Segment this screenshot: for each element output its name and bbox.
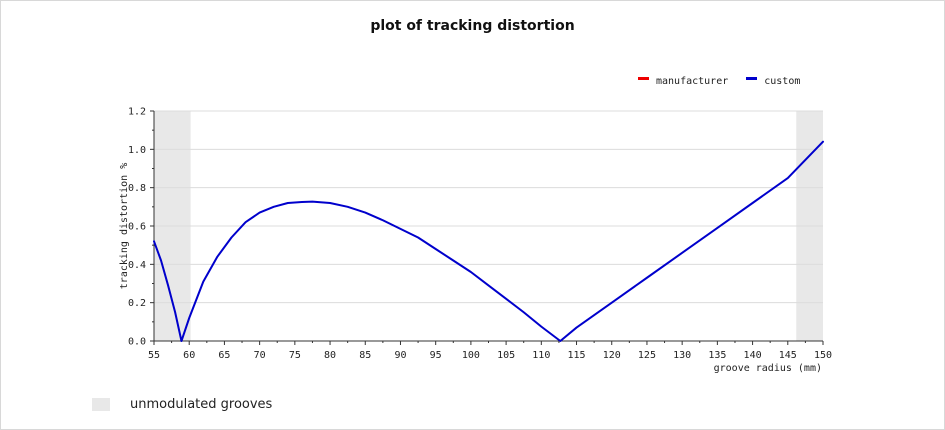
grid-lines [154,110,823,304]
y-axis-label: tracking distortion % [119,163,130,289]
x-tick-label: 60 [183,350,195,361]
x-tick-label: 80 [324,350,336,361]
legend-label-manufacturer: manufacturer [656,76,729,87]
x-tick-label: 135 [708,350,726,361]
legend-item-custom: custom [746,76,800,87]
series-line-custom [153,140,824,342]
y-tick-label: 0.8 [128,183,146,194]
x-tick-label: 145 [779,350,797,361]
x-tick-label: 140 [744,350,762,361]
legend-swatch-manufacturer [638,77,649,80]
footer-legend: unmodulated grooves [92,397,272,412]
y-tick-label: 0.2 [128,298,146,309]
x-tick-label: 70 [254,350,266,361]
x-tick-label: 100 [462,350,480,361]
legend: manufacturer custom [638,76,800,87]
x-tick-label: 150 [814,350,832,361]
unmodulated-swatch [92,398,110,411]
x-tick-label: 115 [567,350,585,361]
legend-item-manufacturer: manufacturer [638,76,728,87]
y-tick-label: 0.6 [128,222,146,233]
axes: 0.0 0.2 0.4 0.6 0.8 1.0 1.2 55 60 65 70 75 80 85 90 95 1… [128,107,832,362]
x-tick-label: 110 [532,350,550,361]
x-axis-label: groove radius (mm) [714,363,822,374]
x-tick-label: 65 [218,350,230,361]
y-tick-label: 1.0 [128,145,146,156]
chart-title: plot of tracking distortion [370,18,575,34]
x-tick-label: 130 [673,350,691,361]
legend-label-custom: custom [764,76,801,87]
x-tick-label: 125 [638,350,656,361]
unmodulated-label: unmodulated grooves [130,397,273,412]
y-tick-label: 0.0 [128,337,146,348]
x-tick-label: 85 [359,350,371,361]
y-tick-label: 0.4 [128,260,146,271]
x-tick-label: 75 [289,350,301,361]
series-lines [153,140,824,342]
x-tick-label: 105 [497,350,515,361]
y-tick-label: 1.2 [128,107,146,118]
x-tick-label: 90 [394,350,406,361]
x-tick-label: 55 [148,350,160,361]
x-tick-label: 95 [430,350,442,361]
legend-swatch-custom [746,77,758,80]
x-tick-label: 120 [603,350,621,361]
